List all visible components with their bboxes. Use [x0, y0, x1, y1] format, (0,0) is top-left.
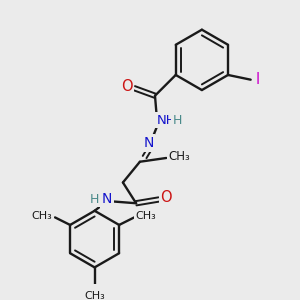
Text: I: I [256, 72, 260, 87]
Text: N: N [102, 193, 112, 206]
Text: CH₃: CH₃ [32, 211, 52, 220]
Text: O: O [121, 79, 133, 94]
Text: CH₃: CH₃ [135, 211, 156, 220]
Text: CH₃: CH₃ [84, 291, 105, 300]
Text: NH: NH [157, 114, 176, 127]
Text: CH₃: CH₃ [169, 150, 190, 163]
Text: N: N [143, 136, 154, 150]
Text: O: O [160, 190, 172, 205]
Text: H: H [90, 193, 99, 206]
Text: H: H [173, 114, 182, 127]
